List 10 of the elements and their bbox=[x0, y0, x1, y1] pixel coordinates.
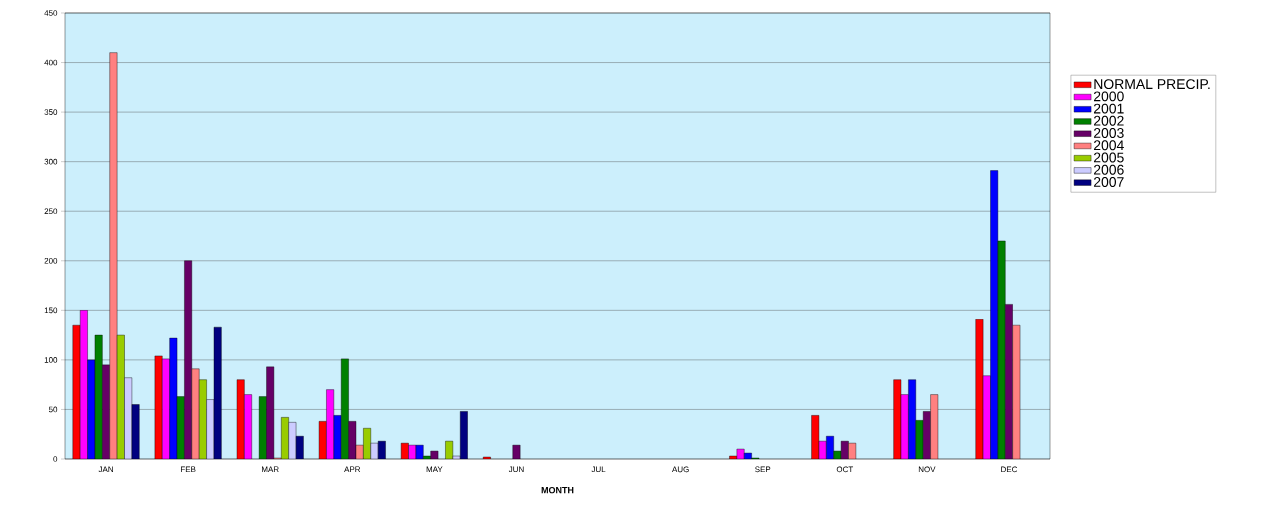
legend-label: 2006 bbox=[1093, 164, 1124, 175]
legend-label: 2000 bbox=[1093, 91, 1124, 102]
legend-label: 2007 bbox=[1093, 177, 1124, 187]
legend-label: 2003 bbox=[1093, 128, 1124, 138]
legend-label: 2004 bbox=[1093, 140, 1124, 151]
legend-label: 2002 bbox=[1093, 115, 1124, 126]
legend-label: 2005 bbox=[1093, 152, 1124, 163]
x-axis-title: MONTH bbox=[541, 487, 574, 494]
legend-label: NORMAL PRECIP. bbox=[1094, 79, 1210, 90]
legend-label: 2001 bbox=[1093, 103, 1124, 114]
